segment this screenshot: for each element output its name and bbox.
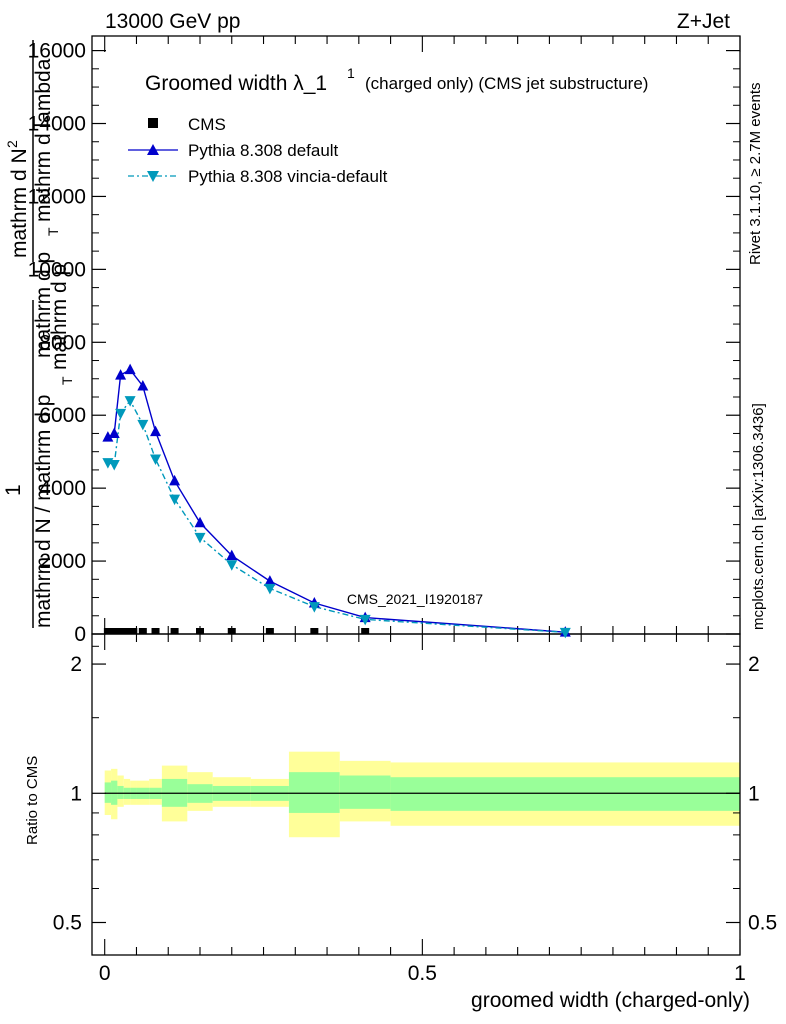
y-label-denom-b: mathrm d lambda [32,58,55,222]
ratio-band-inner [339,775,391,809]
main-axes: 0 2000 4000 6000 8000 10000 12000 14000 16000 [28,35,741,955]
ratio-band-inner [117,785,124,799]
main-y-tick-label: 0 [74,623,86,646]
pythia-vincia-point [194,532,206,544]
ratio-axes: 0.5 0.5 1 1 2 2 [53,633,777,956]
ratio-bands [104,751,740,838]
ratio-y-tick-label: 0.5 [53,911,82,934]
ratio-y-tick-label: 2 [70,653,82,676]
pythia-vincia-point [559,627,571,639]
pythia-default-point [169,474,181,486]
x-tick-label: 0.5 [408,962,437,985]
legend-cms-marker [148,118,158,128]
main-y-tick-label: 12000 [28,185,86,208]
legend: CMS Pythia 8.308 default Pythia 8.308 vi… [128,115,388,186]
header-right: Z+Jet [677,10,730,33]
ratio-y-tick-label-right: 0.5 [748,911,777,934]
ratio-frame [91,633,741,956]
cms-data-point [116,628,125,634]
main-y-tick-label: 10000 [28,258,86,281]
pythia-vincia-point [124,396,136,407]
y-label-lower-b: mathrm d p [48,264,71,370]
header-left: 13000 GeV pp [105,10,240,33]
y-label-numer-sup: 2 [4,140,20,148]
title-sup: 1 [347,65,355,81]
ratio-band-inner [104,782,112,803]
title-main: Groomed width λ_1 [145,72,327,95]
ratio-y-label: Ratio to CMS [24,756,41,845]
pythia-default-point [102,431,114,442]
pythia-vincia-point [169,494,181,506]
pythia-default-point [226,549,238,561]
y-label-lower-sub: T [59,376,75,385]
cms-data-point [170,628,179,634]
series-line-pythia-vincia [107,399,566,634]
x-axis-tick-labels: 0 0.5 1 [99,962,746,985]
analysis-watermark: CMS_2021_I1920187 [347,591,483,607]
y-label-denom-sub: T [45,227,61,236]
pythia-default-point [108,427,120,438]
cms-data-point [196,628,204,634]
pythia-default-point [264,575,276,586]
cms-data-point [151,628,160,634]
pythia-vincia-point [108,459,120,471]
legend-default-label: Pythia 8.308 default [188,141,339,160]
main-y-tick-label: 16000 [28,40,86,63]
y-label-lower: mathrm d N / mathrm d p [32,395,55,628]
legend-vincia-label: Pythia 8.308 vincia-default [188,167,388,186]
pythia-default-point [137,380,149,391]
main-y-label: mathrm d N 2 mathrm d p T mathrm d lambd… [2,40,75,628]
pythia-default-point [194,516,206,528]
series-layer [102,363,571,639]
cms-data-point [227,628,236,634]
ratio-y-tick-label: 1 [70,782,82,805]
ratio-y-tick-label-right: 1 [748,782,760,805]
y-label-denominator: mathrm d p [32,252,55,358]
y-label-one: 1 [2,484,25,496]
cms-data-point [110,628,119,634]
pythia-vincia-point [264,583,276,595]
main-y-tick-label: 2000 [39,550,86,573]
pythia-vincia-point [115,408,127,420]
rivet-label: Rivet 3.1.10, ≥ 2.7M events [747,83,764,266]
ratio-band-inner [390,777,740,811]
pythia-default-point [115,369,127,380]
legend-cms-label: CMS [188,115,226,134]
cms-data-point [138,628,147,634]
cms-data-point [122,628,131,634]
legend-default-marker [147,144,159,155]
cms-data-point [265,628,274,634]
main-y-tick-label: 6000 [39,404,86,427]
cms-data-point [129,628,138,634]
pythia-vincia-point [150,454,162,465]
x-tick-label: 1 [734,962,746,985]
ratio-y-tick-label-right: 2 [748,653,760,676]
y-label-numerator: mathrm d N [8,148,31,258]
main-y-tick-label: 14000 [28,113,86,136]
x-axis-label: groomed width (charged-only) [471,989,750,1012]
plot-title: Groomed width λ_1 1 (charged only) (CMS … [145,65,648,95]
cms-data-point [361,628,370,634]
pythia-default-point [124,363,136,375]
pythia-default-point [150,425,162,437]
ratio-band-inner [288,772,340,813]
pythia-vincia-point [137,419,149,431]
title-rest: (charged only) (CMS jet substructure) [365,74,648,93]
pythia-vincia-point [359,614,371,626]
pythia-vincia-point [226,560,238,571]
cms-data-point [310,628,319,634]
legend-vincia-marker [147,171,159,182]
main-y-tick-label: 4000 [39,477,86,500]
main-y-tick-label: 8000 [39,331,86,354]
pythia-vincia-point [308,602,320,613]
mcplots-label: mcplots.cern.ch [arXiv:1306.3436] [750,403,767,630]
x-tick-label: 0 [99,962,111,985]
cms-data-point [103,628,112,634]
